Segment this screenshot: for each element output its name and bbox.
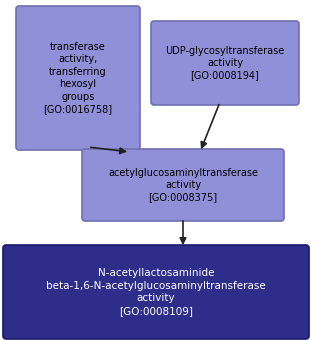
FancyBboxPatch shape [16, 6, 140, 150]
Text: transferase
activity,
transferring
hexosyl
groups
[GO:0016758]: transferase activity, transferring hexos… [44, 42, 113, 114]
Text: UDP-glycosyltransferase
activity
[GO:0008194]: UDP-glycosyltransferase activity [GO:000… [165, 46, 285, 80]
Text: N-acetyllactosaminide
beta-1,6-N-acetylglucosaminyltransferase
activity
[GO:0008: N-acetyllactosaminide beta-1,6-N-acetylg… [46, 268, 266, 316]
Text: acetylglucosaminyltransferase
activity
[GO:0008375]: acetylglucosaminyltransferase activity [… [108, 168, 258, 202]
FancyBboxPatch shape [3, 245, 309, 339]
FancyBboxPatch shape [82, 149, 284, 221]
FancyBboxPatch shape [151, 21, 299, 105]
